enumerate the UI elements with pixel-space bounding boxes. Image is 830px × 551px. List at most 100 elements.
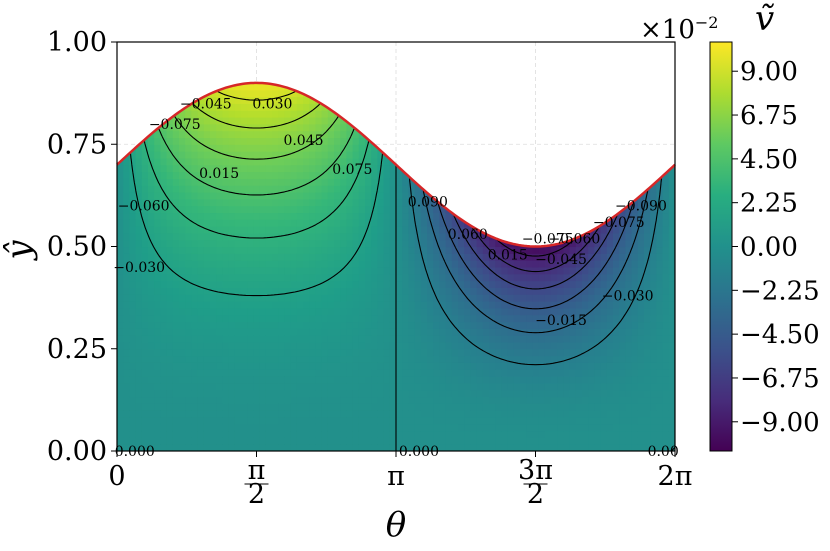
field-cell [346,266,354,275]
field-cell [495,314,502,323]
field-cell [482,294,490,302]
field-cell [464,307,471,316]
field-cell [495,239,502,248]
field-cell [476,321,484,329]
field-cell [414,314,422,323]
field-cell [210,116,217,125]
field-cell [278,253,285,261]
field-cell [377,389,385,398]
field-cell [265,266,273,275]
field-cell [613,314,620,323]
field-cell [234,151,242,159]
field-cell [321,294,329,302]
field-cell [334,321,341,329]
field-cell [575,260,583,268]
field-cell [185,376,192,384]
field-cell [284,273,292,282]
field-cell [222,137,230,145]
field-cell [166,362,174,370]
field-cell [197,205,205,214]
field-cell [265,280,273,288]
field-cell [588,232,595,241]
field-cell [365,253,372,261]
field-cell [470,328,478,336]
field-cell [439,396,447,404]
field-cell [464,416,471,425]
field-cell [284,205,292,214]
field-cell [613,416,620,425]
field-cell [179,116,186,125]
field-cell [259,416,267,425]
field-cell [445,273,453,282]
field-cell [482,232,490,241]
field-cell [265,273,273,282]
field-cell [340,232,347,241]
field-cell [458,382,465,391]
field-cell [141,307,149,316]
field-cell [414,355,422,363]
field-cell [272,376,279,384]
field-cell [253,103,261,111]
field-cell [203,191,211,200]
field-cell [557,389,564,398]
field-cell [160,423,168,432]
field-cell [396,423,403,432]
field-cell [241,328,248,336]
field-cell [365,444,372,452]
field-cell [191,444,199,452]
field-cell [563,369,571,377]
field-cell [141,198,149,207]
field-cell [408,335,416,343]
field-cell [290,266,298,275]
field-cell [625,226,633,234]
field-cell [290,253,298,261]
field-cell [408,287,416,295]
field-cell [414,198,422,207]
field-cell [210,355,217,363]
field-cell [668,178,675,186]
field-cell [234,355,242,363]
field-cell [296,260,304,268]
field-cell [482,239,490,248]
field-cell [563,260,571,268]
field-cell [396,430,403,438]
field-cell [234,348,242,357]
field-cell [656,444,664,452]
field-cell [520,280,527,288]
field-cell [228,191,236,200]
field-cell [141,232,149,241]
field-cell [203,416,211,425]
field-cell [470,410,478,418]
field-cell [334,205,341,214]
field-cell [222,144,230,152]
field-cell [296,253,304,261]
field-cell [414,362,422,370]
field-cell [402,171,409,179]
field-cell [594,396,602,404]
field-cell [309,110,316,118]
field-cell [203,321,211,329]
field-cell [203,328,211,336]
field-cell [458,294,465,302]
field-cell [253,369,261,377]
field-cell [551,355,558,363]
field-cell [160,171,168,179]
field-cell [228,348,236,357]
field-cell [501,301,509,309]
field-cell [644,232,651,241]
field-cell [259,348,267,357]
field-cell [334,444,341,452]
field-cell [284,328,292,336]
field-cell [117,266,124,275]
field-cell [389,232,397,241]
field-cell [148,369,155,377]
field-cell [594,376,602,384]
field-cell [296,96,304,104]
field-cell [365,341,372,350]
field-cell [148,178,155,186]
field-cell [123,307,130,316]
field-cell [327,212,335,220]
field-cell [420,273,428,282]
field-cell [135,430,143,438]
field-cell [414,260,422,268]
